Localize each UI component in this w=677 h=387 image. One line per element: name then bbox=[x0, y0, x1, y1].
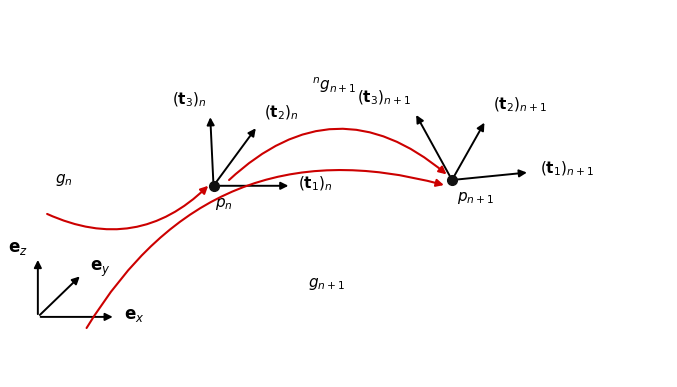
Text: $(\mathbf{t}_2)_n$: $(\mathbf{t}_2)_n$ bbox=[264, 104, 299, 122]
Text: $\mathbf{e}_y$: $\mathbf{e}_y$ bbox=[90, 259, 110, 279]
Text: $(\mathbf{t}_1)_n$: $(\mathbf{t}_1)_n$ bbox=[298, 175, 332, 193]
Text: $^ng_{n+1}$: $^ng_{n+1}$ bbox=[313, 75, 357, 95]
Text: $(\mathbf{t}_3)_{n+1}$: $(\mathbf{t}_3)_{n+1}$ bbox=[357, 88, 412, 107]
Text: $\mathbf{e}_z$: $\mathbf{e}_z$ bbox=[8, 240, 28, 257]
Text: $g_{n+1}$: $g_{n+1}$ bbox=[308, 276, 345, 292]
Text: $p_{n+1}$: $p_{n+1}$ bbox=[457, 190, 494, 206]
Text: $\mathbf{e}_x$: $\mathbf{e}_x$ bbox=[124, 306, 144, 324]
Text: $(\mathbf{t}_2)_{n+1}$: $(\mathbf{t}_2)_{n+1}$ bbox=[493, 96, 547, 115]
Text: $p_n$: $p_n$ bbox=[215, 196, 232, 212]
Text: $(\mathbf{t}_3)_n$: $(\mathbf{t}_3)_n$ bbox=[172, 90, 206, 109]
Text: $g_n$: $g_n$ bbox=[55, 172, 72, 188]
Text: $(\mathbf{t}_1)_{n+1}$: $(\mathbf{t}_1)_{n+1}$ bbox=[540, 159, 594, 178]
